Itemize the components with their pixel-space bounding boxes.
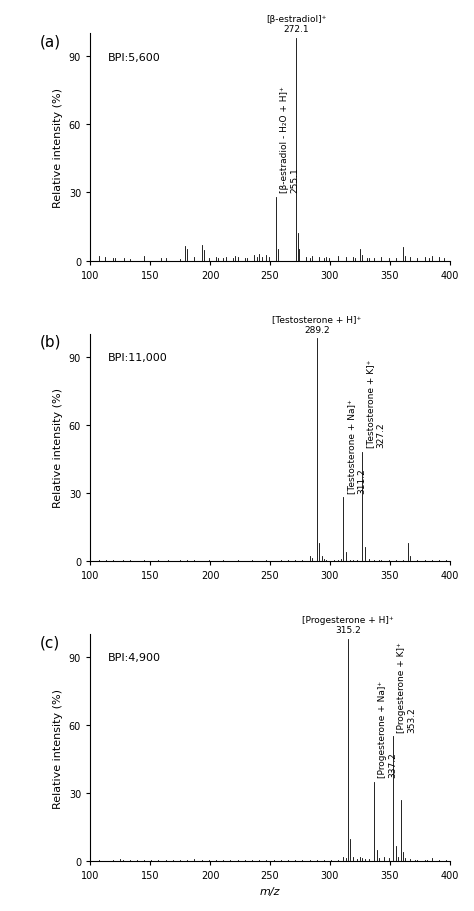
Y-axis label: Relative intensity (%): Relative intensity (%) [53,688,64,808]
Text: BPI:4,900: BPI:4,900 [108,652,161,662]
Text: [Progesterone + H]⁺
315.2: [Progesterone + H]⁺ 315.2 [302,615,394,634]
X-axis label: m/z: m/z [260,886,280,896]
Text: [β-estradiol - H₂O + H]⁺
255.1: [β-estradiol - H₂O + H]⁺ 255.1 [280,87,299,193]
Text: [β-estradiol]⁺
272.1: [β-estradiol]⁺ 272.1 [266,15,327,35]
Text: (a): (a) [40,35,61,49]
Text: [Testosterone + Na]⁺
311.2: [Testosterone + Na]⁺ 311.2 [346,399,366,494]
Y-axis label: Relative intensity (%): Relative intensity (%) [53,388,64,507]
Y-axis label: Relative intensity (%): Relative intensity (%) [53,88,64,208]
Text: [Progesterone + K]⁺
353.2: [Progesterone + K]⁺ 353.2 [397,641,417,732]
Text: BPI:5,600: BPI:5,600 [108,53,161,63]
Text: (b): (b) [40,334,61,350]
Text: [Progesterone + Na]⁺
337.2: [Progesterone + Na]⁺ 337.2 [378,681,397,777]
Text: [Testosterone + K]⁺
327.2: [Testosterone + K]⁺ 327.2 [366,360,385,448]
Text: (c): (c) [40,634,60,650]
Text: [Testosterone + H]⁺
289.2: [Testosterone + H]⁺ 289.2 [272,315,361,334]
Text: BPI:11,000: BPI:11,000 [108,353,168,363]
